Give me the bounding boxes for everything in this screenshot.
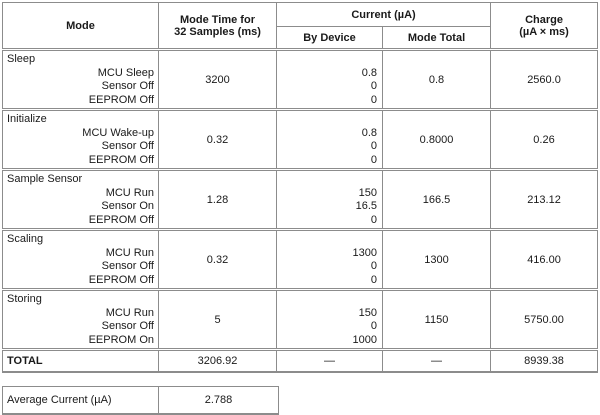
total-by-device-value: — — [276, 348, 383, 373]
table-row-initialize: Initialize MCU Wake-up Sensor Off EEPROM… — [2, 108, 599, 170]
by-device-current-value: 1000 — [352, 333, 377, 346]
mode-total-current-value: 166.5 — [381, 168, 492, 230]
mode-cell: Sample Sensor MCU Run Sensor On EEPROM O… — [2, 168, 159, 230]
average-current-table: Average Current (µA) 2.788 — [2, 385, 279, 415]
by-device-current-value: 16.5 — [355, 200, 377, 212]
mode-total-current-value: 0.8000 — [381, 108, 492, 170]
spacer — [279, 173, 377, 187]
col-header-by-device: By Device — [276, 26, 383, 50]
device-state-label: Sensor Off — [101, 140, 154, 152]
by-device-current-value: 0 — [370, 93, 377, 106]
device-state-label: MCU Sleep — [97, 66, 154, 79]
total-charge-value: 8939.38 — [490, 348, 599, 373]
charge-value: 0.26 — [490, 108, 599, 170]
device-state-label: EEPROM Off — [88, 93, 154, 106]
by-device-current-value: 0.8 — [361, 126, 377, 139]
mode-group-label: Sleep — [7, 53, 36, 65]
mode-cell: Initialize MCU Wake-up Sensor Off EEPROM… — [2, 108, 159, 170]
table-row-sample-sensor: Sample Sensor MCU Run Sensor On EEPROM O… — [2, 168, 599, 230]
average-current-value: 2.788 — [158, 385, 279, 414]
charge-line1: Charge — [525, 13, 563, 26]
mode-total-current-value: 0.8 — [381, 48, 492, 110]
total-label: TOTAL — [2, 348, 159, 373]
device-state-label: EEPROM Off — [88, 273, 154, 286]
mode-time-line1: Mode Time for — [180, 13, 255, 26]
by-device-current-value: 0.8 — [361, 66, 377, 79]
table-body: Sleep MCU Sleep Sensor Off EEPROM Off 32… — [2, 48, 599, 373]
col-header-mode: Mode — [2, 2, 159, 50]
by-device-current-value: 150 — [358, 306, 377, 319]
by-device-current-value: 150 — [358, 186, 377, 199]
mode-cell: Sleep MCU Sleep Sensor Off EEPROM Off — [2, 48, 159, 110]
mode-total-current-value: 1300 — [381, 228, 492, 290]
by-device-current-value: 0 — [370, 260, 377, 272]
device-state-label: MCU Run — [105, 306, 154, 319]
mode-time-value: 3200 — [158, 48, 277, 110]
mode-total-current-value: 1150 — [381, 288, 492, 350]
by-device-cell: 0.8 0 0 — [276, 48, 383, 110]
device-state-label: MCU Run — [105, 186, 154, 199]
by-device-cell: 150 0 1000 — [276, 288, 383, 350]
spacer — [279, 293, 377, 307]
mode-cell: Scaling MCU Run Sensor Off EEPROM Off — [2, 228, 159, 290]
charge-value: 2560.0 — [490, 48, 599, 110]
by-device-current-value: 0 — [370, 273, 377, 286]
table-row-scaling: Scaling MCU Run Sensor Off EEPROM Off 0.… — [2, 228, 599, 290]
by-device-current-value: 0 — [370, 320, 377, 332]
average-current-row: Average Current (µA) 2.788 — [2, 385, 279, 414]
col-header-charge: Charge (µA × ms) — [490, 2, 599, 50]
device-state-label: MCU Run — [105, 246, 154, 259]
mode-group-label: Scaling — [7, 233, 44, 245]
mode-time-value: 1.28 — [158, 168, 277, 230]
spacer — [279, 53, 377, 67]
charge-value: 213.12 — [490, 168, 599, 230]
device-state-label: Sensor Off — [101, 320, 154, 332]
by-device-cell: 0.8 0 0 — [276, 108, 383, 170]
power-budget-table: Mode Mode Time for 32 Samples (ms) Curre… — [2, 2, 599, 373]
by-device-current-value: 0 — [370, 213, 377, 226]
by-device-cell: 150 16.5 0 — [276, 168, 383, 230]
by-device-cell: 1300 0 0 — [276, 228, 383, 290]
col-header-mode-total: Mode Total — [381, 26, 492, 50]
mode-time-value: 0.32 — [158, 108, 277, 170]
device-state-label: MCU Wake-up — [82, 126, 154, 139]
average-current-label: Average Current (µA) — [2, 385, 159, 414]
header-row-1: Mode Mode Time for 32 Samples (ms) Curre… — [2, 2, 599, 50]
mode-group-label: Initialize — [7, 113, 47, 125]
spacer — [279, 113, 377, 127]
device-state-label: EEPROM Off — [88, 213, 154, 226]
device-state-label: Sensor Off — [101, 260, 154, 272]
table-row-sleep: Sleep MCU Sleep Sensor Off EEPROM Off 32… — [2, 48, 599, 110]
spacer — [279, 233, 377, 247]
col-header-current: Current (µA) — [275, 2, 492, 27]
mode-time-value: 5 — [158, 288, 277, 350]
device-state-label: EEPROM On — [88, 333, 154, 346]
total-mode-time-value: 3206.92 — [158, 348, 277, 373]
by-device-current-value: 1300 — [352, 246, 377, 259]
device-state-label: Sensor On — [101, 200, 154, 212]
mode-cell: Storing MCU Run Sensor Off EEPROM On — [2, 288, 159, 350]
charge-value: 5750.00 — [490, 288, 599, 350]
table-row-storing: Storing MCU Run Sensor Off EEPROM On 5 1… — [2, 288, 599, 350]
charge-line2: (µA × ms) — [519, 25, 569, 38]
device-state-label: EEPROM Off — [88, 153, 154, 166]
table-row-total: TOTAL 3206.92 — — 8939.38 — [2, 348, 599, 373]
device-state-label: Sensor Off — [101, 80, 154, 92]
table-header: Mode Mode Time for 32 Samples (ms) Curre… — [2, 2, 599, 50]
by-device-current-value: 0 — [370, 140, 377, 152]
total-mode-total-value: — — [381, 348, 492, 373]
by-device-current-value: 0 — [370, 153, 377, 166]
mode-group-label: Sample Sensor — [7, 173, 83, 185]
col-header-mode-time: Mode Time for 32 Samples (ms) — [158, 2, 277, 50]
by-device-current-value: 0 — [370, 80, 377, 92]
mode-group-label: Storing — [7, 293, 42, 305]
charge-value: 416.00 — [490, 228, 599, 290]
mode-time-line2: 32 Samples (ms) — [174, 25, 261, 38]
mode-time-value: 0.32 — [158, 228, 277, 290]
